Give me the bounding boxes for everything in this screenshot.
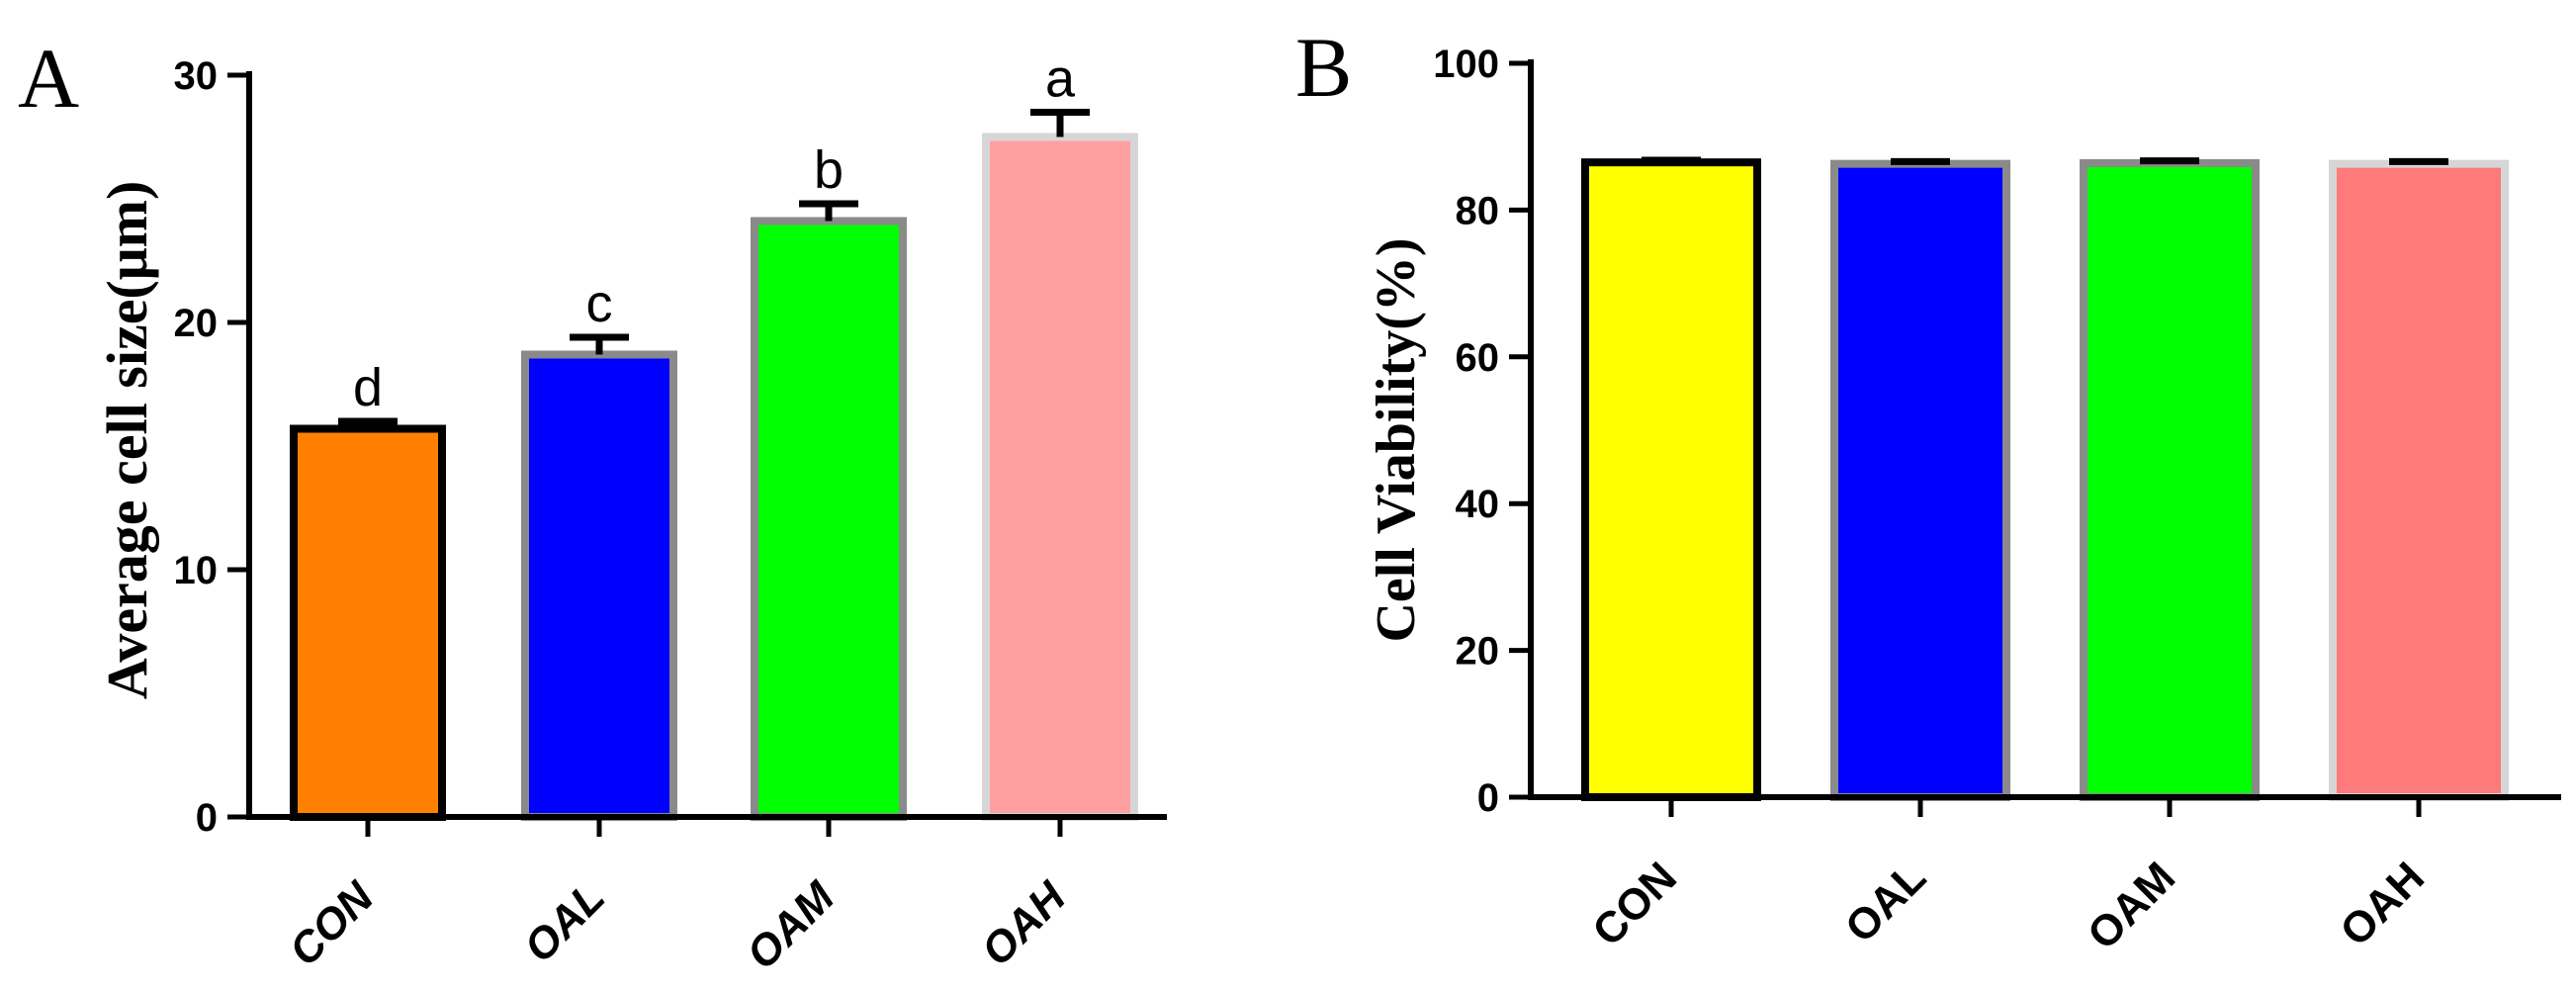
panel-b-category-label-oal: OAL — [1836, 853, 1935, 951]
panel-a-chart: A Average cell size(μm) d CON c OAL b OAM a OAH… — [18, 31, 1167, 979]
panel-b-y-tick-label-20: 20 — [1456, 630, 1500, 674]
panel-b-y-tick-label-60: 60 — [1456, 336, 1500, 380]
panel-a-bar-oah — [982, 133, 1138, 821]
panel-a-bar-oam — [751, 217, 907, 821]
panel-a-y-tick-label-30: 30 — [174, 54, 219, 98]
panel-a-y-tick-label-10: 10 — [174, 549, 219, 592]
panel-a-significance-label-oam: b — [814, 140, 844, 200]
panel-b-category-label-oah: OAH — [2331, 853, 2434, 955]
panel-b-bar-oal — [1830, 159, 2010, 802]
panel-b-y-tick-label-100: 100 — [1433, 43, 1499, 86]
panel-a-y-tick-label-20: 20 — [174, 302, 219, 345]
panel-b-letter: B — [1295, 20, 1352, 115]
panel-a-significance-label-oah: a — [1045, 49, 1076, 109]
panel-a-y-axis-label: Average cell size(μm) — [95, 181, 159, 700]
panel-a-category-label-oal: OAL — [515, 872, 614, 971]
panel-b-y-tick-label-40: 40 — [1456, 483, 1500, 526]
panel-b-y-tick-label-80: 80 — [1456, 189, 1500, 232]
panel-b-bar-oah — [2329, 159, 2509, 802]
panel-b-y-axis-label: Cell Viability(%) — [1366, 237, 1427, 642]
panel-a-significance-label-con: d — [353, 358, 383, 417]
panel-a-letter: A — [18, 31, 79, 126]
panel-a-category-label-oah: OAH — [972, 872, 1076, 976]
panel-a-category-label-con: CON — [280, 872, 384, 976]
panel-a-significance-label-oal: c — [586, 274, 613, 333]
panel-a-category-label-oam: OAM — [738, 871, 844, 978]
panel-b-bar-con — [1581, 158, 1761, 802]
panel-b-y-tick-label-0: 0 — [1477, 776, 1499, 820]
panel-b-category-label-con: CON — [1583, 853, 1686, 955]
panel-a-bar-con — [290, 424, 446, 821]
panel-a-y-tick-label-0: 0 — [196, 796, 218, 840]
panel-b-category-label-oam: OAM — [2079, 853, 2184, 958]
panel-a-bar-oal — [521, 350, 677, 821]
panel-b-bar-oam — [2080, 158, 2260, 802]
panel-b-chart: B Cell Viability(%) CON OAL OAM OAH 0 20 40 60 8… — [1295, 20, 2561, 959]
